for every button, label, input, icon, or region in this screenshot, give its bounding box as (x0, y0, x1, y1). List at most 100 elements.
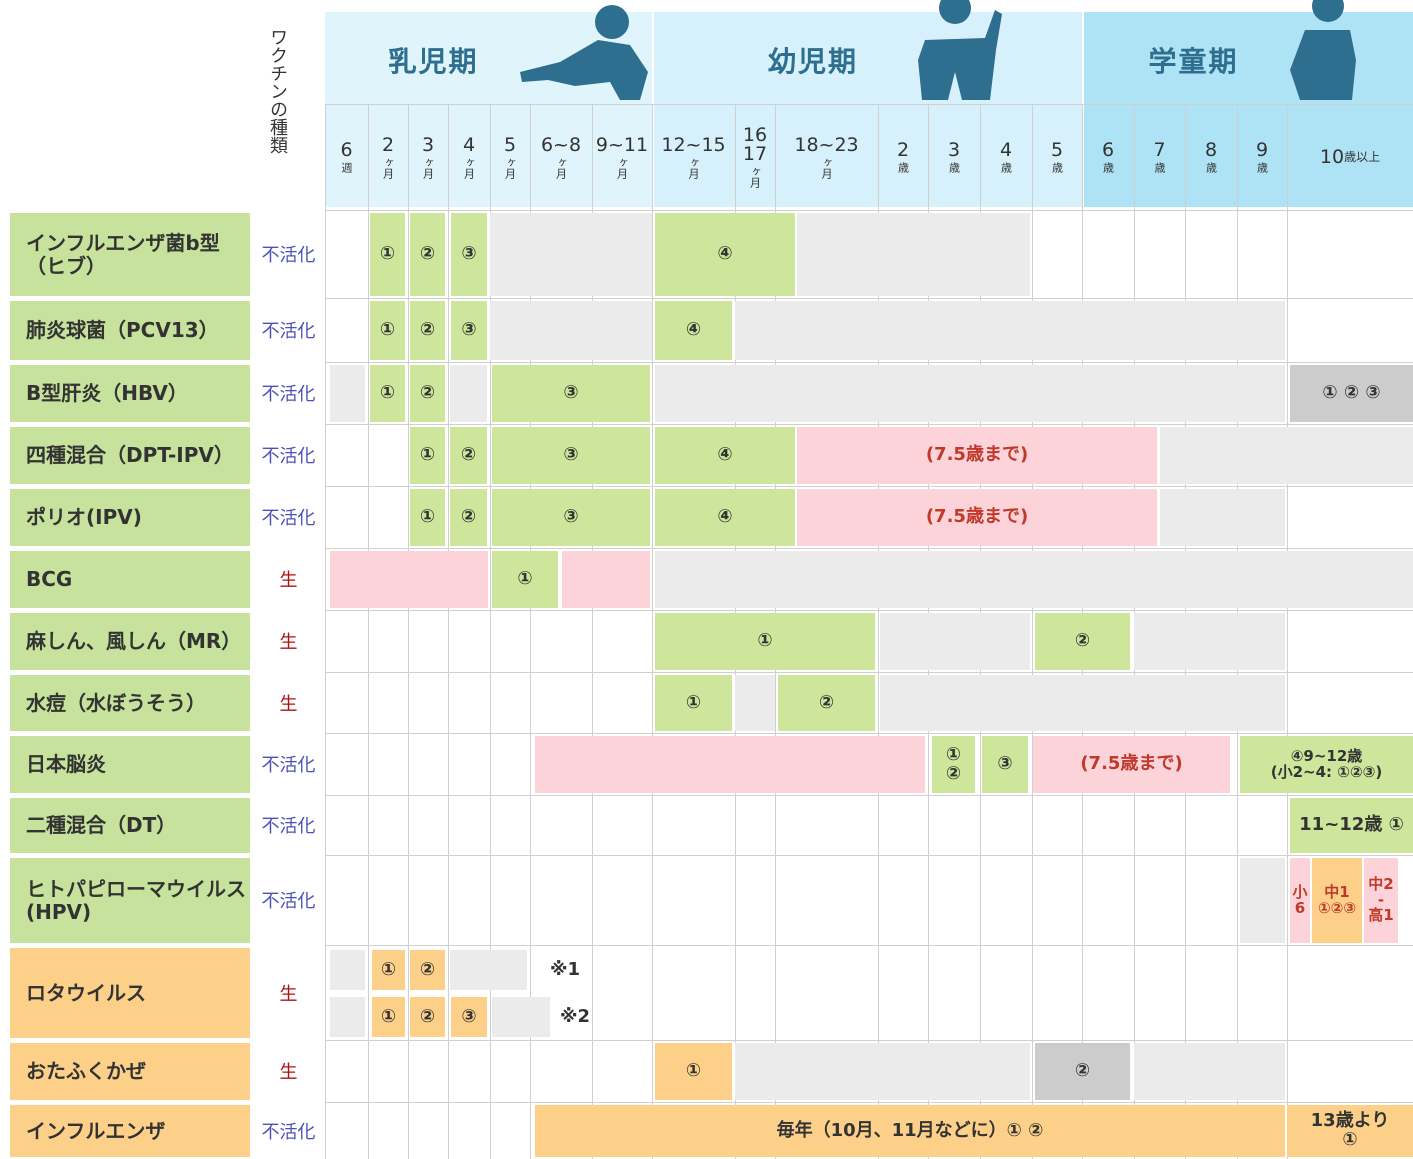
column-line (448, 105, 449, 1159)
period-label: 学童期 (1148, 45, 1239, 78)
schedule-block (797, 213, 1030, 296)
block-label: ① (419, 506, 436, 528)
age-unit: 週 (340, 162, 353, 173)
age-number: 2 (896, 139, 910, 161)
schedule-block: ① (655, 675, 732, 731)
header-rule (325, 104, 1413, 105)
schedule-block: (7.5歳まで) (1033, 736, 1230, 793)
schedule-block: ① (370, 301, 405, 360)
age-number: 7 (1153, 139, 1166, 161)
vaccine-kind: 生 (279, 632, 298, 653)
vaccine-name: インフルエンザ (10, 1105, 250, 1157)
row-line (325, 298, 1413, 299)
vaccine-name-line: （ヒブ） (26, 253, 106, 278)
vaccine-kind: 不活化 (261, 755, 316, 776)
schedule-block (330, 997, 365, 1037)
vaccine-name: BCG (10, 551, 250, 608)
schedule-block (1134, 613, 1285, 670)
block-label: ※2 (559, 1005, 591, 1027)
block-label: ① (379, 243, 396, 265)
schedule-block (880, 613, 1030, 670)
block-label: ② (419, 382, 436, 404)
age-number: 4 (462, 133, 476, 156)
vaccine-name: ヒトパピローマウイルス (HPV) (10, 858, 250, 943)
block-label: (7.5歳まで) (925, 444, 1029, 466)
schedule-block: ④ (655, 301, 732, 360)
column-line (1032, 105, 1033, 1159)
vaccine-name: ポリオ(IPV) (10, 489, 250, 546)
block-label: ③ (461, 243, 477, 265)
age-unit: 歳以上 (1344, 150, 1381, 164)
age-header: 4 ヶ月 (448, 112, 490, 202)
age-unit: ヶ月 (381, 156, 395, 179)
schedule-block: ② (410, 365, 445, 422)
block-label: ④ (685, 319, 702, 341)
column-line (1287, 105, 1288, 1159)
schedule-block: ① ② ③ (1290, 365, 1413, 422)
age-number: 6 (1101, 139, 1115, 161)
vaccine-kind: 不活化 (261, 891, 316, 912)
schedule-block: ② (1035, 613, 1130, 670)
block-label: ③ (461, 319, 477, 341)
schedule-block: 11~12歳 ① (1290, 798, 1413, 853)
block-label-line: 高1 (1368, 906, 1394, 925)
age-unit: 歳 (1255, 162, 1269, 173)
schedule-block: ② (410, 213, 445, 296)
age-number: 4 (999, 139, 1013, 161)
column-line (325, 105, 326, 1159)
schedule-block: 13歳より ① (1287, 1105, 1413, 1157)
schedule-block: ※1 (540, 950, 590, 990)
column-line (368, 105, 369, 1159)
block-label: 毎年（10月、11月などに）① ② (776, 1119, 1044, 1141)
block-label-line: 中1 (1324, 882, 1350, 901)
row-line (325, 486, 1413, 487)
vaccine-kind: 不活化 (261, 245, 316, 266)
age-unit: 歳 (1050, 162, 1064, 173)
vaccine-kind: 不活化 (261, 321, 316, 342)
schedule-block: ④ (655, 489, 795, 546)
vaccine-kind: 生 (279, 983, 298, 1005)
age-unit: 歳 (1204, 162, 1218, 173)
age-number: 16 (742, 124, 768, 146)
period-label: 乳児期 (388, 45, 479, 78)
schedule-block (535, 736, 925, 793)
vaccine-name-line: インフルエンザ (26, 1118, 166, 1143)
schedule-block (330, 551, 488, 608)
schedule-block (330, 950, 365, 990)
vaccine-name-line: BCG (26, 567, 73, 591)
block-label: ① (379, 319, 396, 341)
schedule-block (562, 551, 650, 608)
age-number: 17 (742, 143, 768, 165)
vaccine-name-line: 肺炎球菌（PCV13） (26, 318, 219, 342)
block-label: (7.5歳まで) (1080, 753, 1183, 775)
age-header: 2 ヶ月 (368, 112, 408, 202)
row-line (325, 362, 1413, 363)
vaccine-name-line: インフルエンザ菌b型 (26, 230, 220, 255)
vaccine-name-line: ロタウイルス (26, 980, 146, 1005)
block-label: ③ (997, 753, 1013, 775)
schedule-block (735, 675, 775, 731)
vaccine-kind: 不活化 (261, 1121, 316, 1143)
schedule-block: ② (410, 301, 445, 360)
block-label: ① (685, 1060, 702, 1082)
schedule-block: 中1 ①②③ (1312, 858, 1362, 943)
vaccine-name-line: おたふくかぜ (26, 1059, 146, 1083)
age-unit: ヶ月 (748, 166, 762, 188)
block-label-line: 13歳より (1310, 1110, 1390, 1132)
row-line (325, 210, 1413, 211)
block-label: ※1 (549, 958, 581, 980)
block-label-line: ④9~12歳 (1290, 746, 1363, 765)
block-label: ① (379, 382, 396, 404)
age-unit: 歳 (1101, 162, 1115, 173)
schedule-block: ② (450, 427, 487, 484)
vaccine-name-line: B型肝炎（HBV） (26, 381, 188, 405)
age-number: 5 (1050, 139, 1064, 161)
schedule-block (450, 950, 527, 990)
period-band (1084, 12, 1413, 207)
schedule-block (1240, 858, 1285, 943)
